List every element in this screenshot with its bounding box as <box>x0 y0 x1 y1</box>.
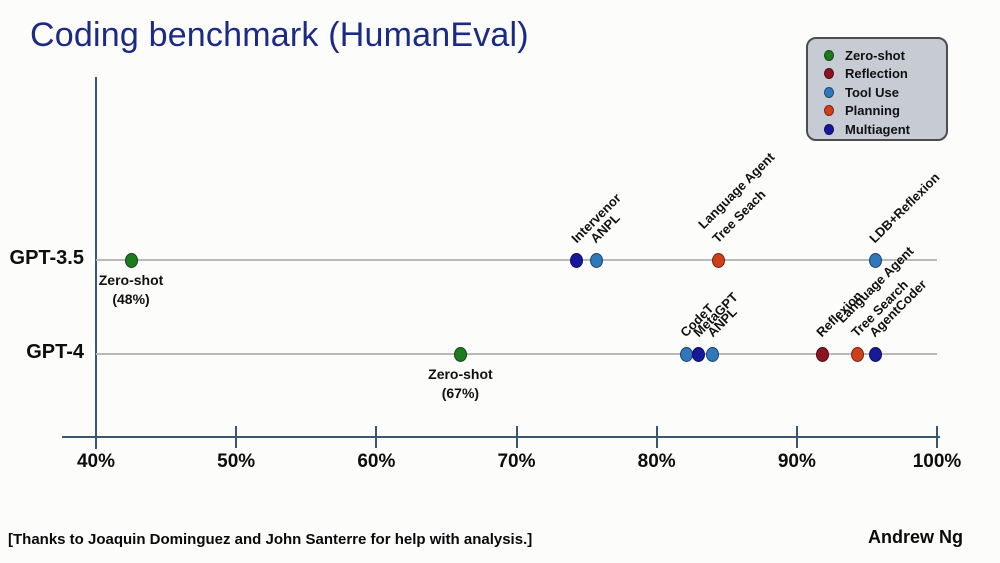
multiagent-dot-icon <box>824 123 834 135</box>
x-axis-tick-label: 80% <box>637 451 676 472</box>
row-label: GPT-4 <box>26 341 84 363</box>
x-axis-tick <box>375 426 378 448</box>
chart-legend: Zero-shot Reflection Tool Use Planning M… <box>806 37 948 141</box>
reflection-dot-icon <box>824 68 834 80</box>
data-point <box>868 346 882 362</box>
legend-item-tool-use: Tool Use <box>824 83 946 102</box>
legend-item-planning: Planning <box>824 102 946 121</box>
data-point <box>679 346 693 362</box>
data-point <box>570 252 584 268</box>
x-axis-tick-label: 50% <box>217 451 256 472</box>
x-axis-tick <box>936 426 938 448</box>
x-axis-tick <box>515 426 518 448</box>
tool-use-dot-icon <box>824 86 834 98</box>
data-point <box>706 346 720 362</box>
x-axis-tick-label: 60% <box>357 451 396 472</box>
data-point <box>850 346 864 362</box>
point-label: Language Agent Tree Seach <box>695 149 778 246</box>
y-axis-line <box>95 77 97 449</box>
row-label: GPT-3.5 <box>9 247 84 269</box>
point-label: Zero-shot (67%) <box>428 366 493 401</box>
data-point <box>868 252 882 268</box>
data-point <box>124 252 138 268</box>
legend-item-reflection: Reflection <box>824 65 946 84</box>
legend-label: Multiagent <box>845 121 910 137</box>
legend-label: Reflection <box>845 66 908 82</box>
acknowledgement-text: [Thanks to Joaquin Dominguez and John Sa… <box>8 531 533 548</box>
legend-label: Tool Use <box>845 84 899 100</box>
page-title: Coding benchmark (HumanEval) <box>30 16 529 54</box>
point-label: Zero-shot (48%) <box>98 272 164 307</box>
legend-item-multiagent: Multiagent <box>824 120 946 139</box>
x-axis-tick <box>655 426 658 448</box>
x-axis-tick <box>235 426 238 448</box>
x-axis-line <box>62 436 940 438</box>
legend-label: Planning <box>845 103 900 119</box>
data-point <box>711 252 725 268</box>
row-line <box>96 259 937 261</box>
data-point <box>815 346 829 362</box>
data-point <box>453 346 467 362</box>
x-axis-tick-label: 70% <box>497 451 536 472</box>
point-label: LDB+Reflexion <box>866 169 943 246</box>
zero-shot-dot-icon <box>824 49 834 61</box>
data-point <box>692 346 706 362</box>
x-axis-tick <box>795 426 798 448</box>
planning-dot-icon <box>824 105 834 117</box>
x-axis-tick <box>95 426 97 448</box>
row-line <box>96 353 937 355</box>
data-point <box>589 252 603 268</box>
author-credit: Andrew Ng <box>867 527 963 547</box>
x-axis-tick-label: 90% <box>777 451 816 472</box>
legend-label: Zero-shot <box>845 47 905 63</box>
x-axis-tick-label: 100% <box>912 451 962 472</box>
x-axis-tick-label: 40% <box>76 451 116 472</box>
legend-item-zero-shot: Zero-shot <box>824 46 946 65</box>
